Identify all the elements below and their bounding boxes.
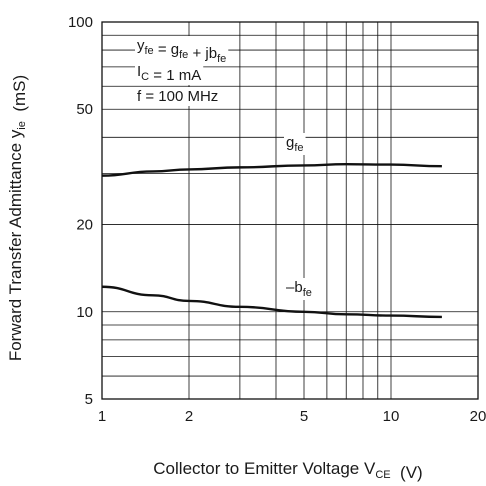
x-tick-label: 1 [98, 408, 106, 425]
y-tick-label: 5 [85, 391, 93, 408]
series-label: –bfe [286, 279, 312, 299]
y-tick-label: 100 [68, 14, 93, 31]
plot-frame [101, 21, 479, 400]
y-axis-title: Forward Transfer Admittance yie (mS) [6, 75, 29, 361]
condition-annotation: f = 100 MHz [137, 88, 218, 105]
series-label: gfe [286, 134, 304, 154]
series-line [101, 163, 442, 177]
annotation-backdrop [135, 87, 221, 106]
condition-annotation: yfe = gfe + jbfe [137, 37, 226, 65]
series-label-backdrop [284, 278, 314, 300]
x-tick-label: 5 [300, 408, 308, 425]
condition-annotation: IC = 1 mA [137, 63, 201, 84]
grid-lines [102, 22, 478, 399]
annotation-backdrop [135, 36, 229, 66]
series-line [101, 285, 442, 319]
x-tick-label: 10 [383, 408, 400, 425]
x-axis-title: Collector to Emitter Voltage VCE (V) [153, 459, 422, 482]
x-tick-label: 20 [470, 408, 486, 425]
y-tick-label: 10 [76, 304, 93, 321]
y-tick-label: 20 [76, 217, 93, 234]
x-tick-label: 2 [185, 408, 193, 425]
annotation-backdrop [135, 62, 204, 85]
series-label-backdrop [284, 133, 306, 155]
y-tick-label: 50 [76, 101, 93, 118]
